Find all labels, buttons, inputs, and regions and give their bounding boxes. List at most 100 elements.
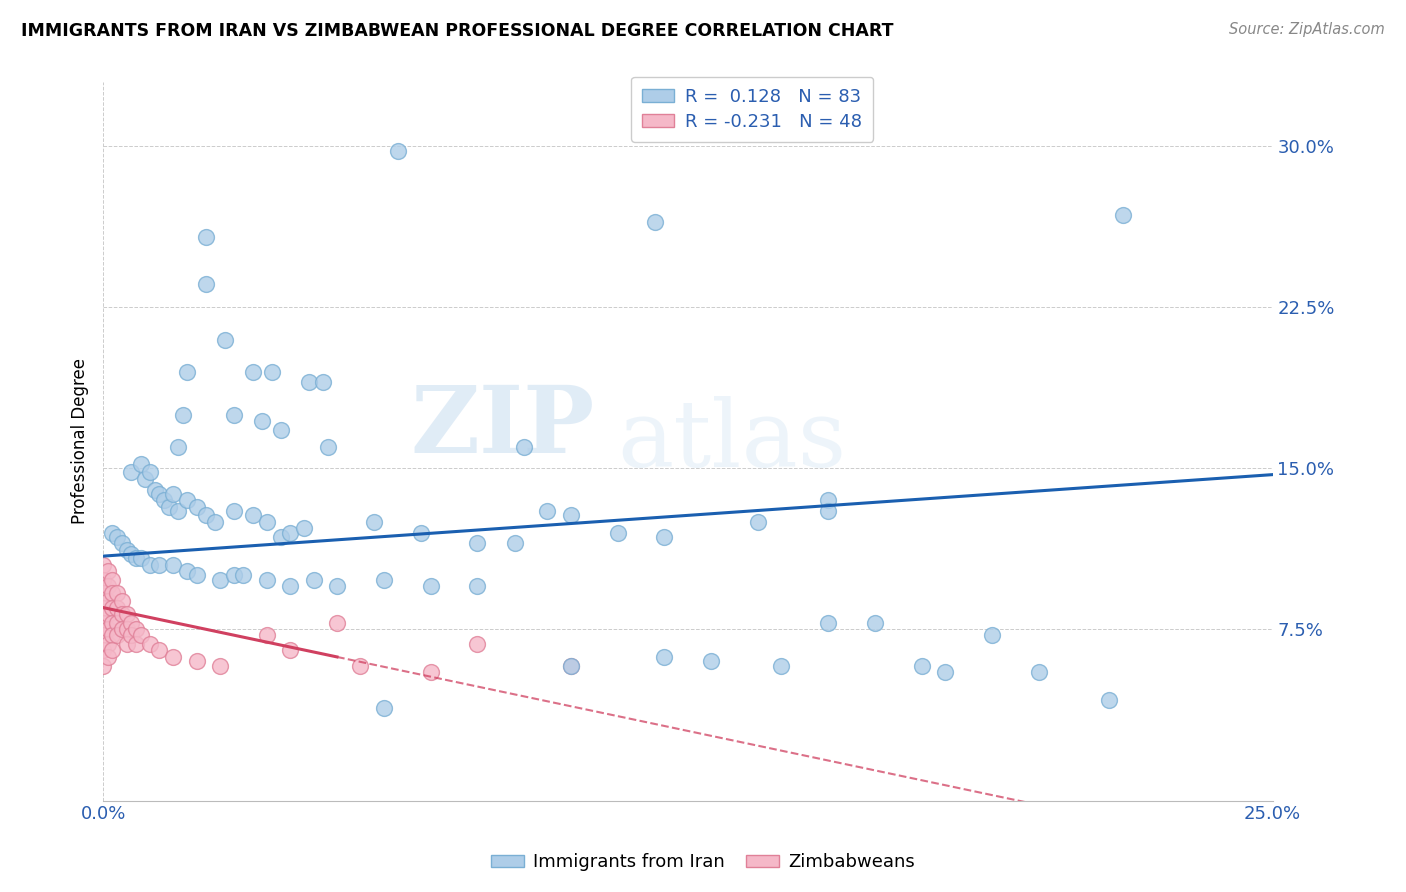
Point [204, 515, 226, 529]
Point [256, 628, 278, 642]
Point [176, 365, 198, 379]
Point [654, 649, 676, 664]
Point [195, 229, 218, 244]
Point [606, 525, 628, 540]
Point [101, 600, 124, 615]
Point [560, 508, 582, 523]
Point [242, 365, 264, 379]
Point [111, 536, 134, 550]
Point [817, 615, 839, 630]
Point [373, 701, 395, 715]
Point [139, 637, 162, 651]
Point [465, 536, 488, 550]
Point [292, 521, 315, 535]
Point [101, 643, 124, 657]
Point [1028, 665, 1050, 679]
Point [176, 493, 198, 508]
Point [105, 530, 128, 544]
Point [97, 622, 120, 636]
Point [560, 658, 582, 673]
Point [214, 333, 236, 347]
Point [101, 628, 124, 642]
Point [326, 615, 349, 630]
Point [97, 649, 120, 664]
Point [157, 500, 180, 514]
Point [278, 525, 301, 540]
Point [101, 573, 124, 587]
Point [115, 607, 138, 621]
Point [125, 637, 148, 651]
Point [101, 525, 124, 540]
Point [111, 622, 134, 636]
Point [105, 600, 128, 615]
Text: IMMIGRANTS FROM IRAN VS ZIMBABWEAN PROFESSIONAL DEGREE CORRELATION CHART: IMMIGRANTS FROM IRAN VS ZIMBABWEAN PROFE… [21, 22, 894, 40]
Point [465, 579, 488, 593]
Point [934, 665, 956, 679]
Point [91, 573, 114, 587]
Point [278, 579, 301, 593]
Point [419, 579, 441, 593]
Point [91, 658, 114, 673]
Point [195, 277, 218, 291]
Y-axis label: Professional Degree: Professional Degree [72, 359, 89, 524]
Point [326, 579, 349, 593]
Point [97, 637, 120, 651]
Point [139, 558, 162, 572]
Point [224, 568, 246, 582]
Point [186, 654, 208, 668]
Point [91, 585, 114, 599]
Point [186, 500, 208, 514]
Text: atlas: atlas [617, 396, 846, 486]
Point [817, 504, 839, 518]
Point [143, 483, 166, 497]
Point [224, 504, 246, 518]
Point [120, 615, 142, 630]
Point [125, 551, 148, 566]
Point [270, 423, 292, 437]
Point [115, 622, 138, 636]
Point [105, 585, 128, 599]
Point [513, 440, 536, 454]
Point [700, 654, 723, 668]
Point [863, 615, 886, 630]
Point [250, 414, 273, 428]
Point [232, 568, 254, 582]
Point [129, 551, 152, 566]
Point [167, 504, 190, 518]
Point [387, 144, 409, 158]
Point [1112, 208, 1135, 222]
Point [153, 493, 176, 508]
Point [256, 573, 278, 587]
Point [97, 594, 120, 608]
Point [363, 515, 385, 529]
Point [148, 487, 170, 501]
Point [270, 530, 292, 544]
Point [256, 515, 278, 529]
Point [465, 637, 488, 651]
Point [97, 579, 120, 593]
Point [209, 573, 232, 587]
Point [91, 600, 114, 615]
Point [120, 628, 142, 642]
Point [298, 376, 321, 390]
Point [91, 628, 114, 642]
Point [349, 658, 371, 673]
Point [536, 504, 558, 518]
Point [195, 508, 218, 523]
Point [770, 658, 793, 673]
Point [644, 214, 666, 228]
Point [105, 615, 128, 630]
Point [129, 628, 152, 642]
Point [503, 536, 526, 550]
Legend: Immigrants from Iran, Zimbabweans: Immigrants from Iran, Zimbabweans [484, 847, 922, 879]
Point [105, 628, 128, 642]
Point [176, 564, 198, 578]
Point [817, 493, 839, 508]
Point [373, 573, 395, 587]
Point [162, 487, 184, 501]
Point [111, 607, 134, 621]
Point [91, 615, 114, 630]
Point [101, 585, 124, 599]
Point [162, 649, 184, 664]
Point [242, 508, 264, 523]
